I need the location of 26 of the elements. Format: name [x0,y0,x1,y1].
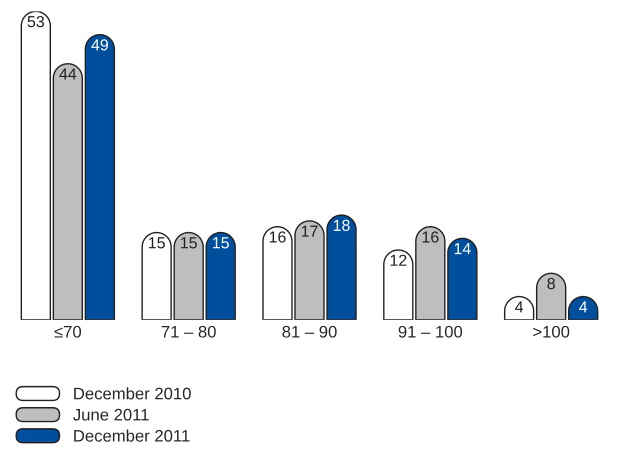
data-label: 4 [579,301,588,312]
data-label: 53 [28,16,44,28]
legend-label: June 2011 [73,408,149,421]
x-tick-label: 71 – 80 [162,326,216,338]
data-label: 16 [270,231,286,243]
data-label: 49 [91,39,108,51]
x-tick-label: >100 [533,326,570,338]
data-label: 17 [302,226,318,237]
data-label: 15 [148,237,165,248]
data-label: 4 [515,301,524,312]
data-label: 44 [59,68,76,80]
data-label: 8 [547,278,555,290]
x-tick-label: 91 – 100 [398,326,462,338]
data-label: 18 [334,220,350,231]
legend-label: December 2010 [74,387,191,400]
x-tick-label: ≤70 [54,326,82,338]
data-label: 12 [390,254,406,266]
bar [294,220,325,320]
bar [326,214,357,320]
data-label: 15 [213,237,229,248]
bar [262,226,293,320]
data-label: 15 [181,237,197,248]
data-label: 16 [422,231,439,243]
data-label: 14 [454,243,471,254]
x-tick-label: 81 – 90 [282,326,337,338]
legend-label: December 2011 [74,429,190,442]
